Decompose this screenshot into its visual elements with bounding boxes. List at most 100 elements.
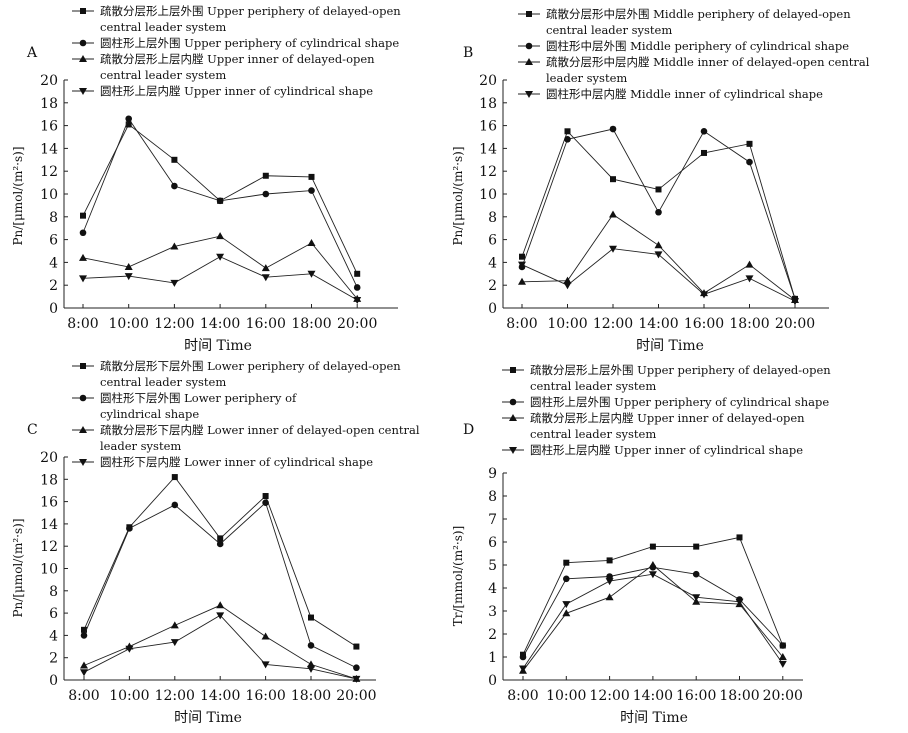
data-point — [216, 540, 224, 548]
legend-marker — [509, 398, 517, 406]
y-tick-label: 4 — [49, 255, 58, 271]
x-tick-label: 20:00 — [337, 316, 377, 332]
x-tick-label: 20:00 — [775, 316, 815, 332]
data-point — [171, 156, 178, 163]
data-point — [610, 176, 616, 183]
x-tick-label: 10:00 — [547, 316, 587, 332]
data-point — [692, 597, 701, 605]
y-tick-label: 2 — [488, 278, 497, 294]
data-point — [262, 172, 269, 179]
data-point — [170, 279, 179, 287]
data-point — [605, 578, 614, 586]
x-tick-label: 18:00 — [729, 316, 769, 332]
data-point — [562, 601, 571, 609]
legend-entry: 圆柱形上层内膛 Upper inner of cylindrical shape — [530, 443, 803, 457]
series-square — [520, 534, 786, 658]
x-tick-label: 12:00 — [155, 688, 195, 704]
legend-entry: 疏散分层形中层外围 Middle periphery of delayed-op… — [546, 7, 851, 21]
data-point — [563, 276, 572, 284]
data-point — [216, 253, 225, 261]
data-point — [562, 609, 571, 617]
y-tick-label: 0 — [49, 301, 58, 317]
y-axis-label: Pn/[μmol/(m²·s)] — [11, 518, 25, 617]
legend-marker — [79, 394, 87, 402]
data-point — [307, 270, 316, 278]
y-tick-label: 9 — [488, 466, 497, 482]
data-point — [352, 675, 361, 683]
y-tick-label: 6 — [488, 535, 497, 551]
y-axis-label: Pn/[μmol/(m²·s)] — [451, 146, 465, 245]
legend-entry: 圆柱形中层外围 Middle periphery of cylindrical … — [546, 39, 849, 53]
y-tick-label: 20 — [40, 73, 58, 89]
x-tick-label: 8:00 — [507, 688, 538, 704]
x-tick-label: 8:00 — [506, 316, 537, 332]
data-point — [692, 594, 701, 602]
y-tick-label: 12 — [40, 164, 58, 180]
legend-entry: leader system — [546, 71, 627, 85]
x-axis-label: 时间 Time — [184, 338, 252, 354]
data-point — [216, 601, 225, 609]
data-point — [261, 274, 270, 282]
data-point — [519, 653, 527, 661]
legend-entry: central leader system — [546, 23, 672, 37]
y-tick-label: 1 — [488, 650, 497, 666]
chart-panel-c: C 0 2 4 6 8 10 12 14 16 18 20 8:00 10:00 12:00 14:00 16:… — [11, 359, 420, 726]
y-tick-label: 16 — [479, 119, 497, 135]
legend-entry: central leader system — [530, 379, 656, 393]
y-axis-label: Tr/[mmol/(m²·s)] — [451, 526, 465, 627]
y-tick-label: 4 — [49, 628, 58, 644]
x-axis-label: 时间 Time — [620, 710, 688, 726]
x-tick-label: 10:00 — [546, 688, 586, 704]
x-tick-label: 20:00 — [763, 688, 803, 704]
y-tick-label: 18 — [479, 96, 497, 112]
x-tick-label: 16:00 — [684, 316, 724, 332]
series-line — [522, 566, 784, 658]
data-point — [262, 190, 270, 198]
legend-entry: 疏散分层形中层内膛 Middle inner of delayed-open c… — [546, 55, 870, 69]
data-point — [170, 621, 179, 629]
data-point — [353, 664, 360, 672]
y-tick-label: 8 — [488, 210, 497, 226]
legend-marker — [80, 8, 86, 14]
panel-letter: C — [27, 422, 38, 438]
legend-entry: central leader system — [100, 20, 226, 34]
data-point — [125, 115, 132, 123]
y-tick-label: 18 — [40, 472, 58, 488]
panel-letter: B — [463, 45, 473, 61]
data-point — [736, 534, 743, 541]
y-tick-label: 4 — [488, 255, 497, 271]
data-point — [693, 543, 700, 550]
data-point — [262, 499, 269, 507]
data-point — [518, 261, 526, 269]
x-tick-label: 14:00 — [200, 316, 240, 332]
data-point — [216, 232, 225, 240]
legend: 疏散分层形上层外围 Upper periphery of delayed-ope… — [72, 4, 401, 98]
series-line — [522, 573, 784, 669]
y-tick-label: 16 — [40, 119, 58, 135]
y-tick-label: 12 — [479, 164, 497, 180]
x-axis-label: 时间 Time — [636, 338, 704, 354]
data-point — [564, 128, 571, 135]
data-point — [79, 253, 87, 261]
data-point — [125, 121, 132, 128]
data-point — [80, 212, 86, 219]
data-point — [745, 260, 754, 268]
data-point — [307, 239, 316, 247]
y-tick-label: 8 — [488, 489, 497, 505]
series-circle — [79, 115, 361, 291]
x-tick-label: 10:00 — [109, 316, 149, 332]
data-point — [791, 298, 799, 306]
y-tick-label: 2 — [49, 651, 58, 667]
data-point — [171, 474, 178, 481]
data-point — [80, 632, 88, 639]
series-line — [83, 501, 357, 669]
legend-marker — [510, 367, 516, 373]
data-point — [353, 297, 362, 305]
legend-entry: leader system — [100, 439, 181, 453]
data-point — [563, 559, 570, 566]
legend-entry: 圆柱形中层内膛 Middle inner of cylindrical shap… — [546, 87, 823, 101]
legend: 疏散分层形上层外围 Upper periphery of delayed-ope… — [502, 363, 831, 457]
legend-marker — [525, 42, 533, 50]
legend-entry: 圆柱形上层外围 Upper periphery of cylindrical s… — [100, 36, 399, 50]
series-circle — [518, 125, 799, 303]
